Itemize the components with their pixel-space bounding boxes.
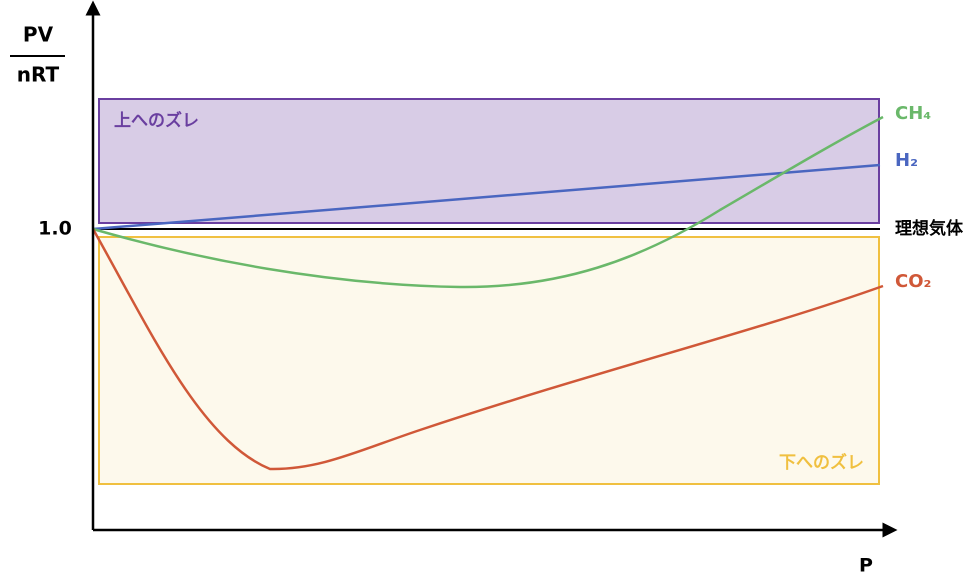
lower-region [98,236,880,485]
ideal-gas-label: 理想気体 [895,218,964,239]
ch4-curve [92,115,884,289]
ch4-label: CH₄ [895,103,931,124]
co2-label: CO₂ [895,271,931,292]
upper-region-label: 上へのズレ [114,110,199,131]
co2-curve [91,228,884,471]
x-label: P [859,555,873,577]
h2-label: H₂ [895,150,918,171]
h2-curve [92,163,881,231]
y-label-bottom: nRT [17,63,60,87]
y-label-top: PV [23,23,54,47]
lower-region-label: 下へのズレ [779,452,864,473]
y-tick-label: 1.0 [38,218,72,240]
upper-region [98,98,880,224]
